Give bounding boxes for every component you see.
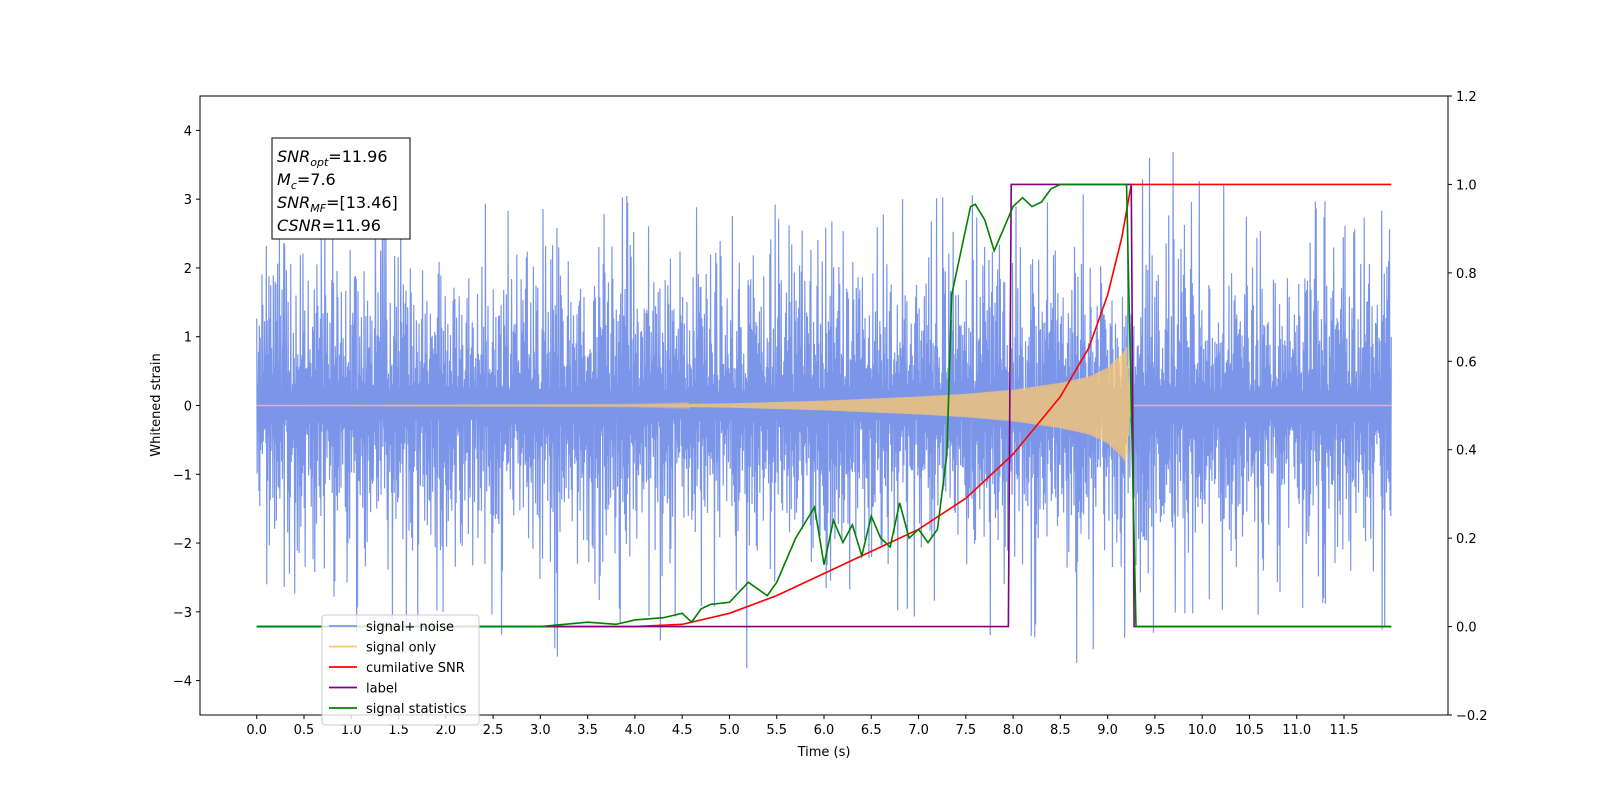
y-tick-label: 0 — [184, 400, 192, 415]
y2-tick-label: 1.2 — [1456, 90, 1477, 105]
y2-tick-label: 0.0 — [1456, 621, 1477, 636]
y2-tick-label: 0.8 — [1456, 267, 1477, 282]
y-tick-label: −4 — [173, 675, 192, 690]
x-tick-label: 11.0 — [1282, 723, 1311, 738]
x-tick-label: 8.0 — [1003, 723, 1024, 738]
x-tick-label: 7.5 — [955, 723, 976, 738]
annotation-line: Mc=7.6 — [277, 170, 336, 192]
x-tick-label: 4.5 — [672, 723, 693, 738]
series-signal-statistics — [256, 183, 1392, 628]
x-tick-label: 9.0 — [1097, 723, 1118, 738]
y2-tick-label: 0.6 — [1456, 355, 1477, 370]
legend: signal+ noise signal only cumilative SNR la… — [321, 614, 480, 726]
legend-label: cumilative SNR — [366, 661, 465, 676]
annotation-line: CSNR=11.96 — [277, 216, 381, 235]
x-tick-label: 0.5 — [294, 723, 315, 738]
x-tick-label: 5.0 — [719, 723, 740, 738]
legend-label: label — [366, 682, 397, 697]
x-tick-label: 8.5 — [1050, 723, 1071, 738]
x-tick-label: 5.5 — [766, 723, 787, 738]
legend-label: signal only — [366, 641, 436, 656]
x-tick-label: 2.0 — [435, 723, 456, 738]
x-tick-label: 1.5 — [388, 723, 409, 738]
annotation-line: SNRMF=[13.46] — [277, 193, 398, 215]
y2-tick-label: −0.2 — [1456, 709, 1488, 724]
series-signal-only — [256, 347, 1392, 463]
series-signal-noise — [256, 151, 1392, 669]
x-tick-label: 6.5 — [861, 723, 882, 738]
y-tick-label: −1 — [173, 468, 192, 483]
y-tick-label: 4 — [184, 124, 192, 139]
annotation-line: SNRopt=11.96 — [277, 147, 388, 169]
x-tick-label: 2.5 — [483, 723, 504, 738]
x-tick-label: 3.0 — [530, 723, 551, 738]
x-tick-label: 11.5 — [1330, 723, 1359, 738]
legend-label: signal+ noise — [366, 620, 454, 635]
y-tick-label: −3 — [173, 606, 192, 621]
axes: 0.0 0.5 1.0 1.5 2.0 2.5 3.0 3.5 4.0 4.5 5.0 5.5 6.0 6… — [173, 90, 1488, 738]
x-tick-label: 10.5 — [1235, 723, 1264, 738]
y2-tick-label: 0.4 — [1456, 444, 1477, 459]
x-tick-label: 10.0 — [1188, 723, 1217, 738]
x-tick-label: 7.0 — [908, 723, 929, 738]
x-tick-label: 6.0 — [814, 723, 835, 738]
y-tick-label: −2 — [173, 537, 192, 552]
plot-area — [256, 151, 1392, 669]
x-tick-label: 3.5 — [577, 723, 598, 738]
y-tick-label: 2 — [184, 262, 192, 277]
y-tick-label: 3 — [184, 193, 192, 208]
x-tick-label: 9.5 — [1145, 723, 1166, 738]
y2-tick-label: 0.2 — [1456, 532, 1477, 547]
x-tick-label: 1.0 — [341, 723, 362, 738]
annotation-frame — [271, 137, 411, 240]
series-cumilative-snr — [256, 183, 1392, 628]
y-axis-label: Whitened strain — [149, 353, 164, 456]
y2-tick-label: 1.0 — [1456, 178, 1477, 193]
annotation-box: SNRopt=11.96Mc=7.6SNRMF=[13.46]CSNR=11.9… — [271, 137, 411, 240]
legend-label: signal statistics — [366, 702, 467, 717]
x-axis-label: Time (s) — [797, 745, 851, 760]
x-tick-label: 4.0 — [625, 723, 646, 738]
legend-frame — [321, 614, 480, 726]
y-tick-label: 1 — [184, 331, 192, 346]
x-tick-label: 0.0 — [246, 723, 267, 738]
